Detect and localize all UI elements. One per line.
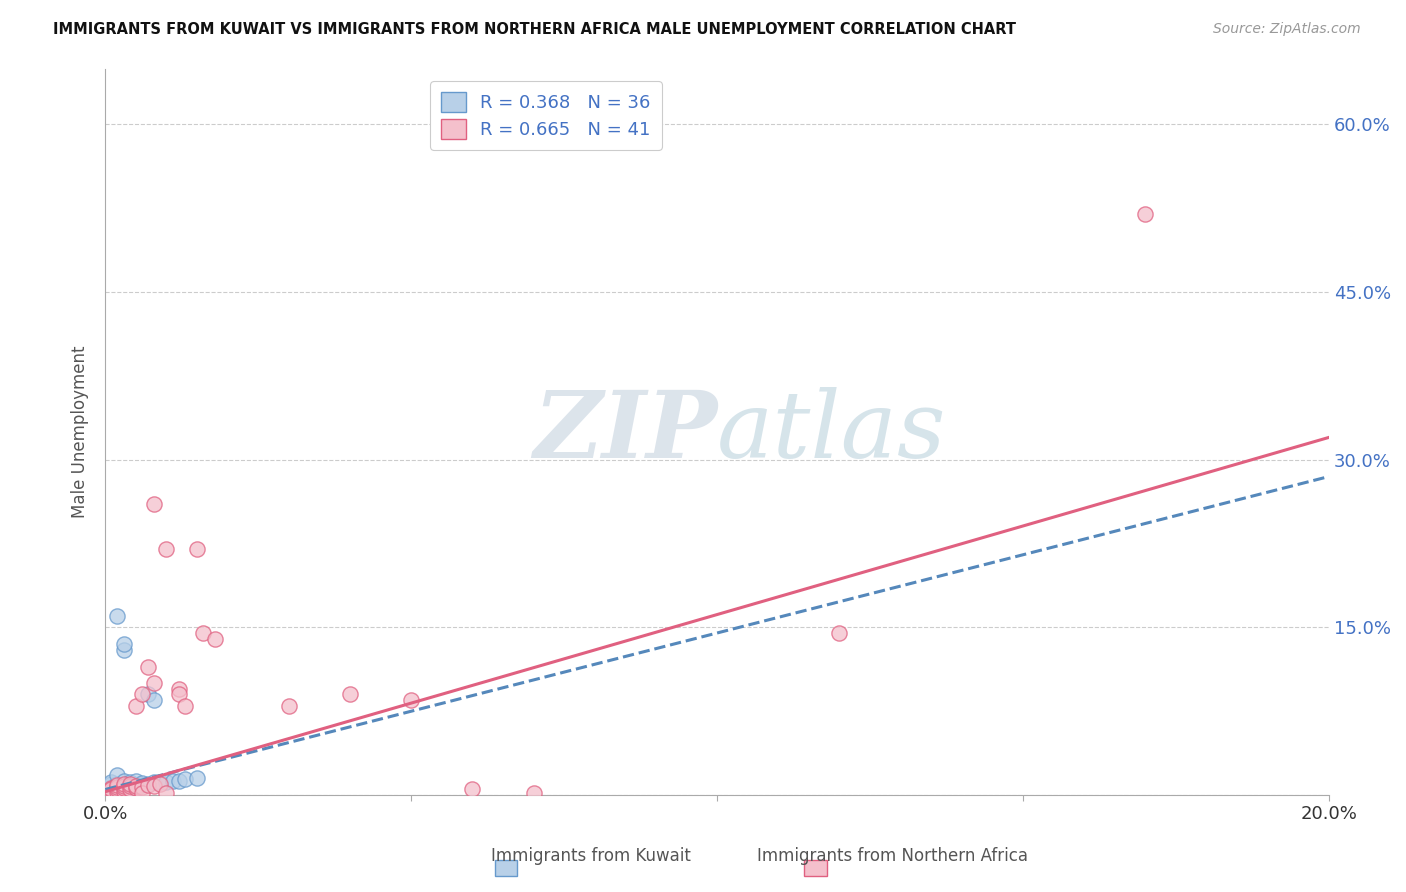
Point [155,774,177,789]
Point [118,777,141,791]
Point [125,779,148,793]
Point [828,626,851,640]
Point [186,542,208,557]
Point [339,688,361,702]
Point [131,778,153,792]
Point [143,498,166,512]
Point [118,774,141,789]
Point [125,773,148,788]
Point [118,782,141,797]
Point [100,782,122,797]
Point [136,659,159,673]
Point [173,772,195,787]
Point [107,781,129,796]
Point [112,783,135,797]
Text: ZIP: ZIP [533,387,717,477]
Point [118,782,141,797]
Point [100,783,122,797]
Point [125,781,148,796]
Point [131,776,153,790]
Text: Immigrants from Kuwait: Immigrants from Kuwait [491,847,690,865]
Point [125,782,148,797]
Point [107,780,129,795]
Point [136,778,159,792]
Point [191,626,214,640]
Point [277,698,299,713]
Point [143,676,166,690]
Point [112,777,135,791]
Point [167,688,190,702]
Text: Source: ZipAtlas.com: Source: ZipAtlas.com [1213,22,1361,37]
Point [155,786,177,800]
Legend: R = 0.368   N = 36, R = 0.665   N = 41: R = 0.368 N = 36, R = 0.665 N = 41 [430,81,662,150]
Point [107,785,129,799]
Point [167,773,190,788]
Point [136,688,159,702]
Point [204,632,226,646]
Point [112,779,135,793]
Point [173,698,195,713]
Text: atlas: atlas [717,387,946,477]
Point [107,783,129,797]
Point [112,642,135,657]
Point [167,681,190,696]
Point [143,774,166,789]
Y-axis label: Male Unemployment: Male Unemployment [72,345,89,518]
Point [118,779,141,793]
Point [125,698,148,713]
Point [131,688,153,702]
Point [107,782,129,797]
Point [112,781,135,796]
Point [149,774,172,789]
Point [100,781,122,796]
Point [107,609,129,624]
Point [112,779,135,793]
Point [112,773,135,788]
Point [100,782,122,797]
Point [100,780,122,795]
Point [107,778,129,792]
Point [155,542,177,557]
Point [100,774,122,789]
Point [107,777,129,791]
Point [131,786,153,800]
Point [112,637,135,651]
Point [112,781,135,796]
Point [100,777,122,791]
Point [399,693,422,707]
Text: Immigrants from Northern Africa: Immigrants from Northern Africa [758,847,1028,865]
Point [461,782,484,797]
Point [1135,207,1157,221]
Point [118,777,141,791]
Text: IMMIGRANTS FROM KUWAIT VS IMMIGRANTS FROM NORTHERN AFRICA MALE UNEMPLOYMENT CORR: IMMIGRANTS FROM KUWAIT VS IMMIGRANTS FRO… [53,22,1017,37]
Point [143,693,166,707]
Point [149,777,172,791]
Point [100,785,122,799]
Point [125,779,148,793]
Point [136,777,159,791]
Point [162,773,184,788]
Point [186,772,208,786]
Point [143,779,166,793]
Point [112,783,135,797]
Point [107,768,129,782]
Point [522,786,544,800]
Point [107,782,129,797]
Point [107,779,129,793]
Point [131,780,153,795]
